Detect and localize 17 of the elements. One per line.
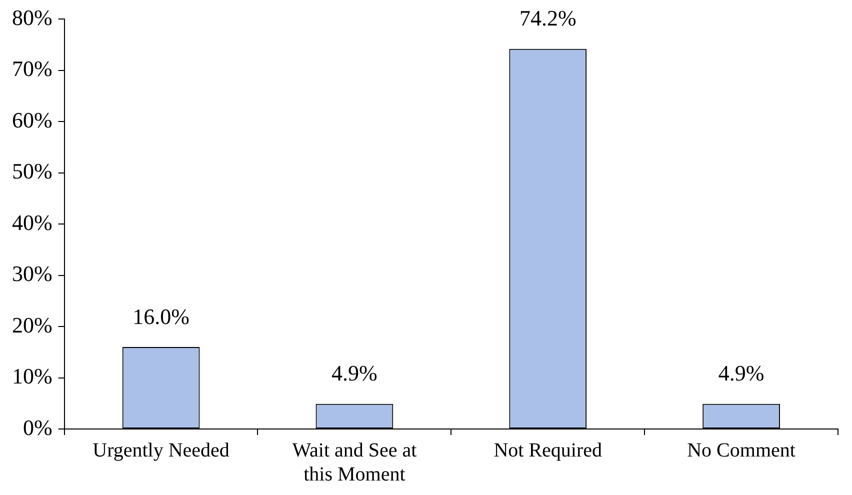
data-label: 16.0% bbox=[132, 304, 190, 329]
data-label: 74.2% bbox=[519, 6, 576, 31]
x-tick-label: No Comment bbox=[687, 439, 796, 462]
y-tick-label: 10% bbox=[12, 364, 52, 389]
y-tick-label: 0% bbox=[23, 414, 52, 440]
y-tick-label: 70% bbox=[12, 56, 52, 82]
y-tick-label: 40% bbox=[12, 210, 52, 235]
y-tick-label: 60% bbox=[12, 107, 52, 132]
data-label: 4.9% bbox=[718, 360, 764, 386]
y-tick-label: 20% bbox=[12, 312, 52, 338]
x-tick-label: Wait and See at this Moment bbox=[292, 439, 418, 486]
x-tick-label: Not Required bbox=[494, 439, 602, 462]
data-label: 4.9% bbox=[332, 360, 378, 386]
x-tick-label: Urgently Needed bbox=[92, 439, 230, 462]
y-tick-label: 80% bbox=[12, 4, 52, 30]
y-tick-label: 50% bbox=[12, 158, 52, 184]
y-tick-label: 30% bbox=[12, 261, 52, 286]
